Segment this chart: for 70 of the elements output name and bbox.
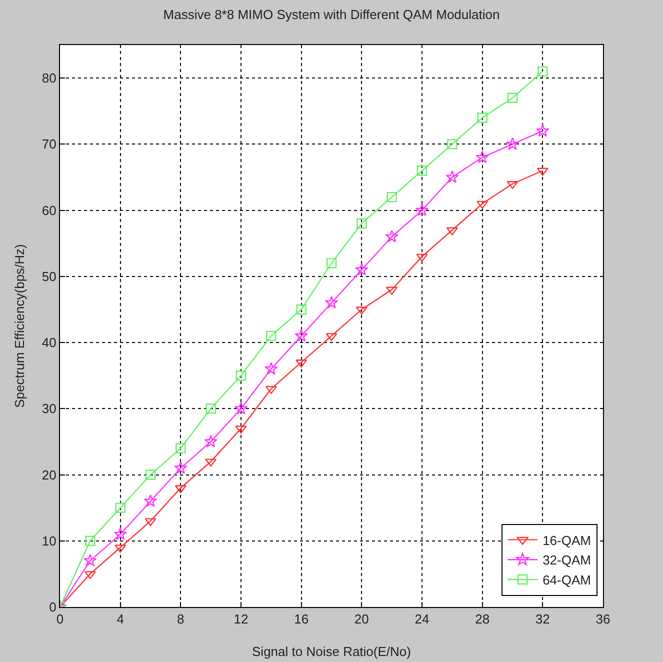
legend-label: 32-QAM bbox=[542, 552, 591, 568]
point bbox=[294, 329, 308, 342]
point bbox=[114, 544, 126, 553]
point bbox=[266, 330, 276, 342]
point bbox=[416, 166, 428, 176]
point bbox=[506, 137, 520, 150]
point bbox=[507, 92, 518, 103]
point bbox=[145, 470, 156, 480]
point bbox=[114, 527, 127, 540]
y-tick-label: 40 bbox=[42, 335, 56, 350]
y-tick-label: 50 bbox=[42, 268, 56, 284]
point bbox=[356, 306, 368, 315]
x-tick-label: 16 bbox=[294, 612, 309, 627]
point bbox=[85, 536, 96, 546]
point bbox=[385, 230, 398, 242]
chart-title: Massive 8*8 MIMO System with Different QAM Modulation bbox=[163, 7, 500, 22]
y-tick-label: 0 bbox=[49, 600, 56, 615]
point bbox=[446, 227, 458, 236]
y-tick-label: 30 bbox=[42, 401, 56, 416]
point bbox=[84, 571, 96, 580]
y-tick-label: 10 bbox=[42, 533, 56, 548]
x-tick-label: 32 bbox=[535, 612, 550, 627]
point bbox=[205, 458, 217, 467]
point bbox=[447, 139, 458, 150]
point bbox=[174, 461, 188, 474]
x-tick-label: 20 bbox=[354, 612, 369, 627]
point bbox=[416, 254, 428, 262]
point bbox=[386, 286, 398, 295]
point bbox=[265, 386, 277, 394]
legend-label: 16-QAM bbox=[542, 532, 591, 548]
y-tick-label: 80 bbox=[42, 70, 56, 86]
x-tick-label: 36 bbox=[596, 612, 610, 627]
point bbox=[355, 262, 368, 276]
point bbox=[296, 304, 306, 315]
x-tick-label: 8 bbox=[177, 612, 184, 627]
point bbox=[84, 554, 97, 566]
legend-label: 64-QAM bbox=[542, 572, 591, 588]
point bbox=[386, 192, 397, 202]
point bbox=[476, 200, 488, 209]
x-tick-label: 12 bbox=[234, 612, 248, 627]
point bbox=[415, 203, 429, 216]
point bbox=[206, 404, 216, 414]
y-axis-title: Spectrum Efficiency(bps/Hz) bbox=[12, 244, 27, 408]
point bbox=[204, 434, 218, 448]
point bbox=[235, 426, 247, 434]
point bbox=[356, 218, 367, 229]
point bbox=[324, 296, 338, 309]
point bbox=[174, 485, 186, 494]
y-tick-label: 20 bbox=[42, 467, 56, 482]
point bbox=[234, 402, 248, 414]
point bbox=[536, 124, 550, 137]
point bbox=[476, 150, 489, 164]
point bbox=[176, 443, 186, 454]
x-tick-label: 28 bbox=[475, 612, 490, 627]
point bbox=[477, 112, 488, 123]
x-tick-label: 24 bbox=[414, 612, 430, 627]
point bbox=[326, 333, 338, 342]
point bbox=[536, 168, 548, 176]
point bbox=[538, 66, 548, 77]
x-tick-label: 4 bbox=[116, 612, 124, 627]
x-axis-title: Signal to Noise Ratio(E/No) bbox=[252, 644, 411, 659]
point bbox=[144, 494, 158, 507]
point bbox=[144, 518, 156, 526]
y-tick-label: 60 bbox=[42, 202, 56, 218]
y-tick-label: 70 bbox=[42, 136, 56, 152]
point bbox=[236, 370, 246, 381]
point bbox=[446, 170, 459, 183]
point bbox=[115, 502, 126, 513]
point bbox=[264, 362, 278, 375]
point bbox=[326, 258, 337, 268]
